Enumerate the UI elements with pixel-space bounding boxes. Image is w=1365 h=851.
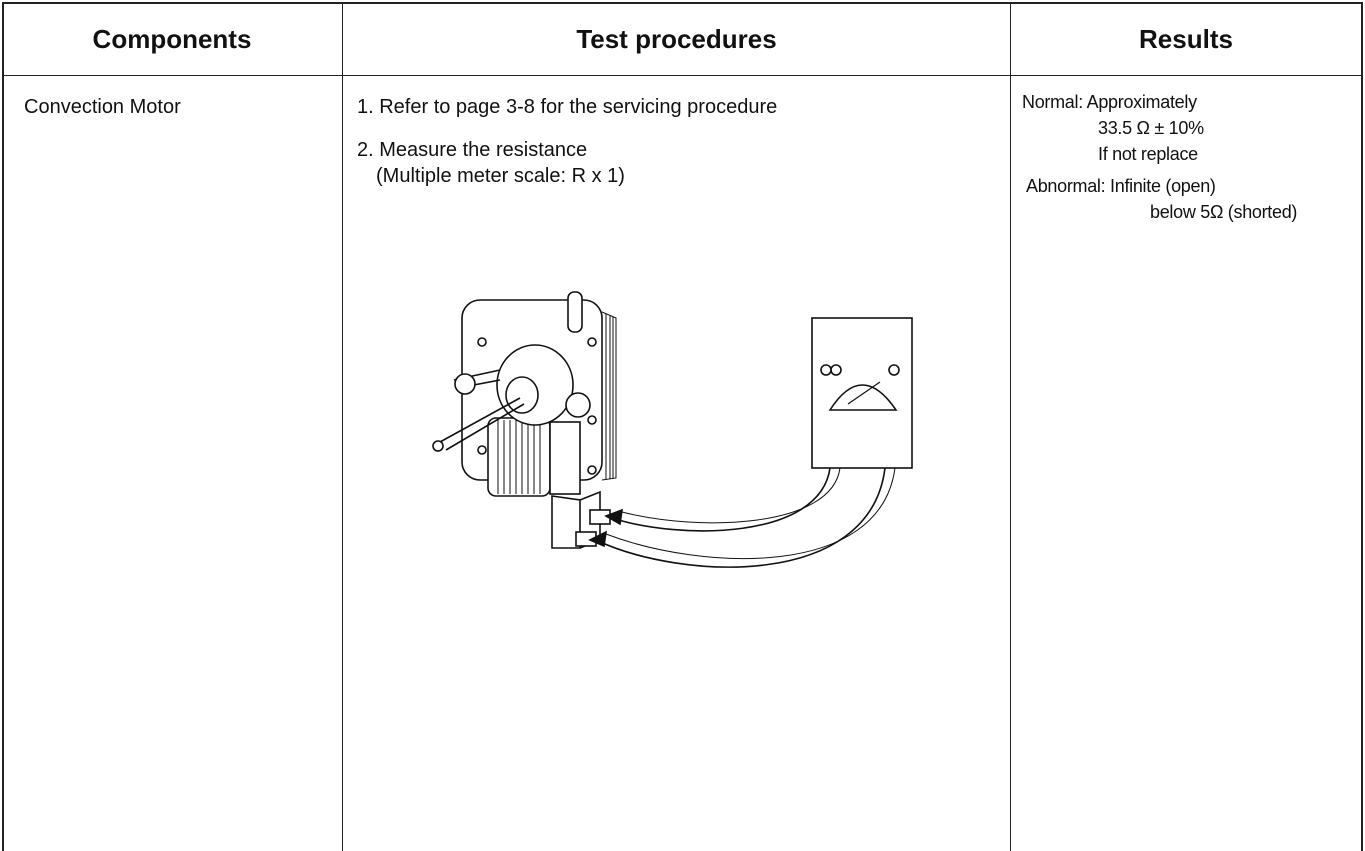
border-top xyxy=(2,2,1363,4)
border-header xyxy=(2,75,1363,76)
procedure: 1. Refer to page 3-8 for the servicing p… xyxy=(357,96,778,118)
result: Abnormal: Infinite (open) xyxy=(1026,176,1216,196)
result: 33.5 Ω ± 10% xyxy=(1098,118,1204,138)
header: Components xyxy=(92,24,252,54)
border-left xyxy=(2,2,4,851)
col-divider xyxy=(1010,2,1011,851)
border-right xyxy=(1361,2,1363,851)
header: Test procedures xyxy=(576,24,777,54)
result: Normal: Approximately xyxy=(1022,92,1197,112)
component: Convection Motor xyxy=(24,96,181,118)
procedure: 2. Measure the resistance xyxy=(357,139,588,161)
result: below 5Ω (shorted) xyxy=(1150,202,1298,222)
result: If not replace xyxy=(1098,144,1198,164)
col-divider xyxy=(342,2,343,851)
header: Results xyxy=(1139,24,1233,54)
procedure: (Multiple meter scale: R x 1) xyxy=(376,165,625,187)
